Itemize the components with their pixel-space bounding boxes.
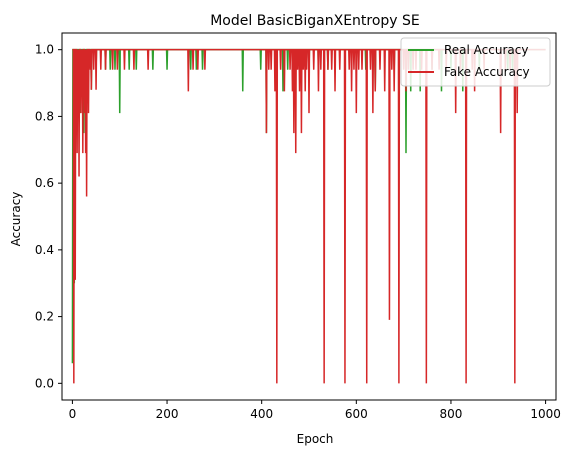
legend: Real Accuracy Fake Accuracy (400, 37, 551, 87)
legend-box (400, 37, 551, 87)
y-tick-label: 0.2 (35, 310, 54, 324)
y-axis-ticks: 0.0 0.2 0.4 0.6 0.8 1.0 (35, 43, 62, 390)
chart-title: Model BasicBiganXEntropy SE (210, 13, 420, 29)
y-tick-label: 1.0 (35, 43, 54, 57)
x-tick-label: 0 (69, 407, 77, 421)
legend-label-real-accuracy: Real Accuracy (444, 43, 528, 57)
plot-frame (61, 32, 557, 401)
x-axis-ticks: 0 200 400 600 800 1000 (69, 400, 561, 421)
y-tick-label: 0.0 (35, 376, 54, 390)
legend-label-fake-accuracy: Fake Accuracy (444, 65, 530, 79)
y-tick-label: 0.8 (35, 109, 54, 123)
y-axis-label: Accuracy (9, 192, 23, 247)
x-tick-label: 1000 (530, 407, 561, 421)
x-tick-label: 800 (440, 407, 463, 421)
x-axis-label: Epoch (297, 432, 334, 446)
x-tick-label: 400 (250, 407, 273, 421)
x-tick-label: 600 (345, 407, 368, 421)
y-tick-label: 0.6 (35, 176, 54, 190)
y-tick-label: 0.4 (35, 243, 54, 257)
x-tick-label: 200 (156, 407, 179, 421)
